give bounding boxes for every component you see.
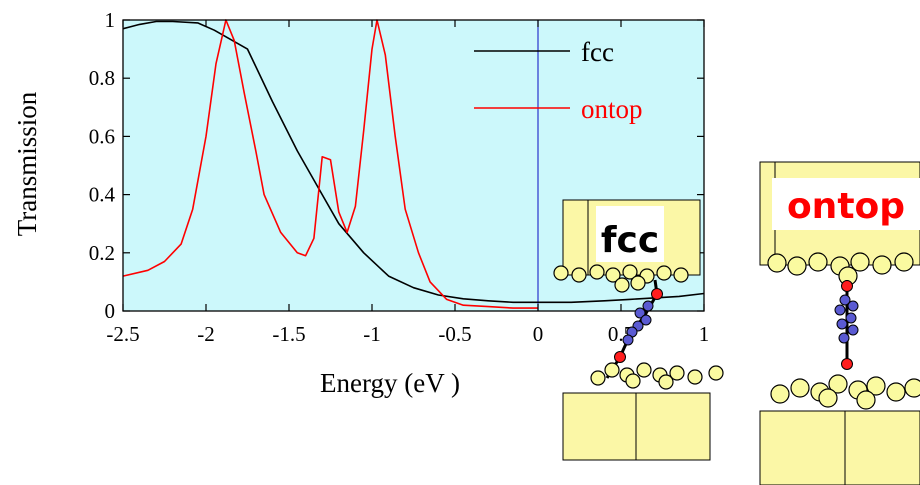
ontop-top-gold-atoms	[767, 252, 914, 286]
legend-label-ontop: ontop	[581, 94, 643, 124]
fcc-label-box	[596, 206, 664, 262]
axis-ticks	[122, 19, 705, 312]
x-axis-label: Energy (eV )	[320, 368, 460, 398]
ontop-carbon-atoms	[834, 294, 859, 344]
x-tick-label: -0.5	[438, 322, 471, 346]
ontop-label-box	[772, 178, 920, 230]
ontop-junction-illustration: ontop	[759, 161, 920, 485]
fcc-bottom-gold-atoms	[590, 362, 724, 390]
ontop-label: ontop	[787, 186, 905, 227]
x-tick-label: -2.5	[106, 322, 139, 346]
y-tick-label: 0.4	[89, 183, 116, 207]
fcc-sulfur-bottom	[614, 351, 626, 363]
transmission-chart: -2.5 -2 -1.5 -1 -0.5 0 0.5 1 00.20.40.60.81 Ene…	[12, 8, 709, 398]
y-tick-label: 0.6	[89, 124, 115, 148]
ontop-bottom-electrode	[759, 410, 920, 485]
y-tick-label: 1	[105, 8, 116, 32]
series-line-ontop	[122, 19, 538, 309]
x-tick-label: 1	[699, 322, 710, 346]
y-tick-labels: 0 0.2 0.4 0.6 0.8 1	[89, 8, 116, 323]
legend-label-fcc: fcc	[581, 37, 614, 67]
ontop-sulfur-bottom	[841, 358, 853, 370]
fcc-junction-illustration: fcc	[553, 199, 724, 461]
ontop-bottom-gold-atoms	[770, 374, 920, 410]
x-tick-labels: -2.5 -2 -1.5 -1 -0.5 0 0.5 1	[106, 322, 709, 346]
y-axis-label: Transmission	[12, 91, 42, 236]
x-tick-label: 0	[533, 322, 544, 346]
x-tick-label: -1.5	[272, 322, 305, 346]
series-layer	[122, 19, 705, 309]
series-line-fcc	[122, 20, 705, 304]
fcc-top-electrode-shade	[562, 199, 589, 276]
y-tick-label: 0.2	[89, 241, 115, 265]
x-tick-label: -1	[363, 322, 381, 346]
legend: fcc ontop	[474, 37, 643, 124]
x-tick-label: -2	[197, 322, 215, 346]
ontop-sulfur-top	[841, 280, 853, 292]
fcc-carbon-atoms	[622, 300, 654, 346]
y-tick-label: 0.8	[89, 66, 115, 90]
y-tick-label: 0	[105, 299, 116, 323]
plot-frame	[122, 19, 705, 312]
fcc-sulfur-top	[651, 288, 663, 300]
fcc-top-gold-atoms	[553, 264, 689, 293]
fcc-label: fcc	[601, 220, 659, 261]
